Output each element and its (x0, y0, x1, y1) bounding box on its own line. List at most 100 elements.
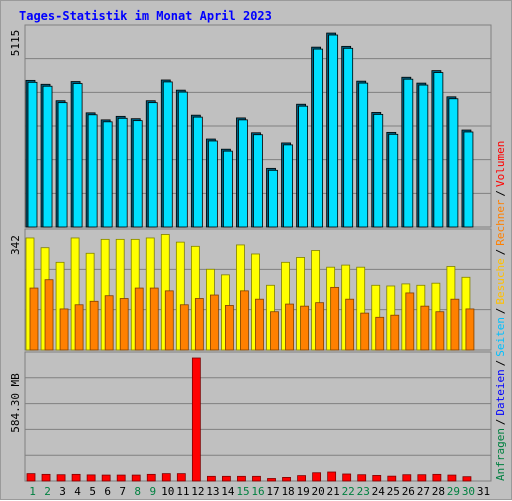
x-tick-label: 27 (417, 485, 430, 498)
legend-separator: / (494, 308, 507, 315)
bar-volumen (462, 476, 472, 482)
bar-dateien (117, 117, 128, 228)
x-tick-label: 11 (176, 485, 189, 498)
bar-rechner (405, 292, 415, 351)
bar-volumen (447, 474, 457, 482)
legend-separator: / (494, 249, 507, 256)
bar-rechner (450, 298, 460, 351)
bar-volumen (297, 475, 306, 482)
legend-separator: / (494, 419, 507, 426)
bar-volumen (312, 472, 322, 482)
legend-anfragen: Anfragen (494, 428, 507, 481)
bar-volumen (146, 473, 156, 482)
bar-volumen (372, 475, 382, 482)
bar-volumen (387, 475, 397, 482)
bar-rechner (420, 305, 430, 351)
bar-dateien (283, 144, 293, 228)
x-tick-label: 14 (221, 485, 235, 498)
x-tick-label: 17 (266, 485, 279, 498)
bar-dateien (87, 114, 98, 228)
x-tick-label: 6 (104, 485, 111, 498)
legend-separator: / (494, 190, 507, 197)
bar-dateien (448, 98, 459, 228)
bar-dateien (463, 131, 474, 228)
bar-volumen (131, 474, 141, 482)
bar-rechner (345, 298, 355, 351)
bar-dateien (72, 83, 83, 228)
x-tick-label: 12 (191, 485, 204, 498)
x-tick-label: 30 (462, 485, 475, 498)
y-scale-label-3: 584.30 MB (9, 373, 22, 433)
bar-dateien (177, 91, 188, 228)
bar-volumen (417, 474, 427, 482)
bar-volumen (222, 475, 231, 482)
x-tick-label: 13 (206, 485, 219, 498)
bar-dateien (328, 34, 339, 228)
x-tick-label: 19 (296, 485, 309, 498)
bar-rechner (209, 294, 219, 351)
x-tick-label: 16 (251, 485, 264, 498)
bar-dateien (57, 102, 68, 228)
bar-volumen (116, 474, 126, 482)
x-tick-label: 3 (59, 485, 66, 498)
bar-rechner (149, 287, 159, 351)
y-scale-label-2: 342 (9, 235, 22, 255)
bar-rechner (390, 314, 400, 351)
x-tick-label: 7 (119, 485, 126, 498)
bar-dateien (373, 113, 384, 228)
legend-dateien: Dateien (494, 369, 507, 415)
x-tick-label: 9 (149, 485, 156, 498)
bar-rechner (255, 298, 264, 351)
chart-title: Tages-Statistik im Monat April 2023 (19, 9, 272, 23)
bar-dateien (27, 81, 38, 228)
bar-dateien (268, 169, 278, 228)
bar-rechner (89, 300, 99, 351)
bar-dateien (403, 78, 414, 228)
x-tick-label: 15 (236, 485, 249, 498)
bar-volumen (402, 474, 412, 482)
x-tick-label: 25 (387, 485, 400, 498)
bar-dateien (42, 85, 53, 228)
bar-dateien (418, 84, 429, 228)
legend-seiten: Seiten (494, 317, 507, 357)
bar-volumen (206, 475, 216, 482)
bar-rechner (465, 308, 475, 351)
legend-besuche: Besuche (494, 258, 507, 304)
bar-volumen (237, 475, 246, 482)
x-tick-label: 18 (281, 485, 294, 498)
bar-rechner (164, 290, 174, 351)
bar-volumen (86, 474, 96, 482)
bar-volumen (161, 473, 171, 482)
x-tick-label: 5 (89, 485, 96, 498)
bar-dateien (358, 82, 369, 228)
bar-rechner (59, 308, 69, 351)
bar-rechner (435, 311, 445, 351)
bar-rechner (225, 305, 234, 351)
bar-volumen (267, 478, 276, 482)
legend-separator: / (494, 360, 507, 367)
bar-rechner (285, 303, 294, 351)
x-tick-label: 28 (432, 485, 445, 498)
bar-dateien (388, 133, 399, 228)
x-tick-label: 2 (44, 485, 51, 498)
x-tick-label: 23 (357, 485, 370, 498)
bar-volumen (56, 474, 66, 482)
bar-dateien (343, 47, 354, 228)
legend-rechner: Rechner (494, 199, 507, 246)
legend-volumen: Volumen (494, 141, 507, 187)
bar-volumen (357, 474, 367, 482)
x-tick-label: 4 (74, 485, 81, 498)
bar-dateien (238, 119, 248, 228)
bar-rechner (375, 316, 385, 351)
bar-volumen (26, 473, 36, 482)
bar-rechner (29, 287, 39, 351)
x-tick-label: 26 (402, 485, 415, 498)
bar-dateien (162, 81, 173, 228)
bar-rechner (74, 304, 84, 351)
bar-rechner (104, 295, 114, 351)
bar-rechner (300, 305, 309, 351)
bar-dateien (223, 150, 233, 228)
x-tick-label: 20 (312, 485, 325, 498)
x-tick-label: 21 (327, 485, 340, 498)
